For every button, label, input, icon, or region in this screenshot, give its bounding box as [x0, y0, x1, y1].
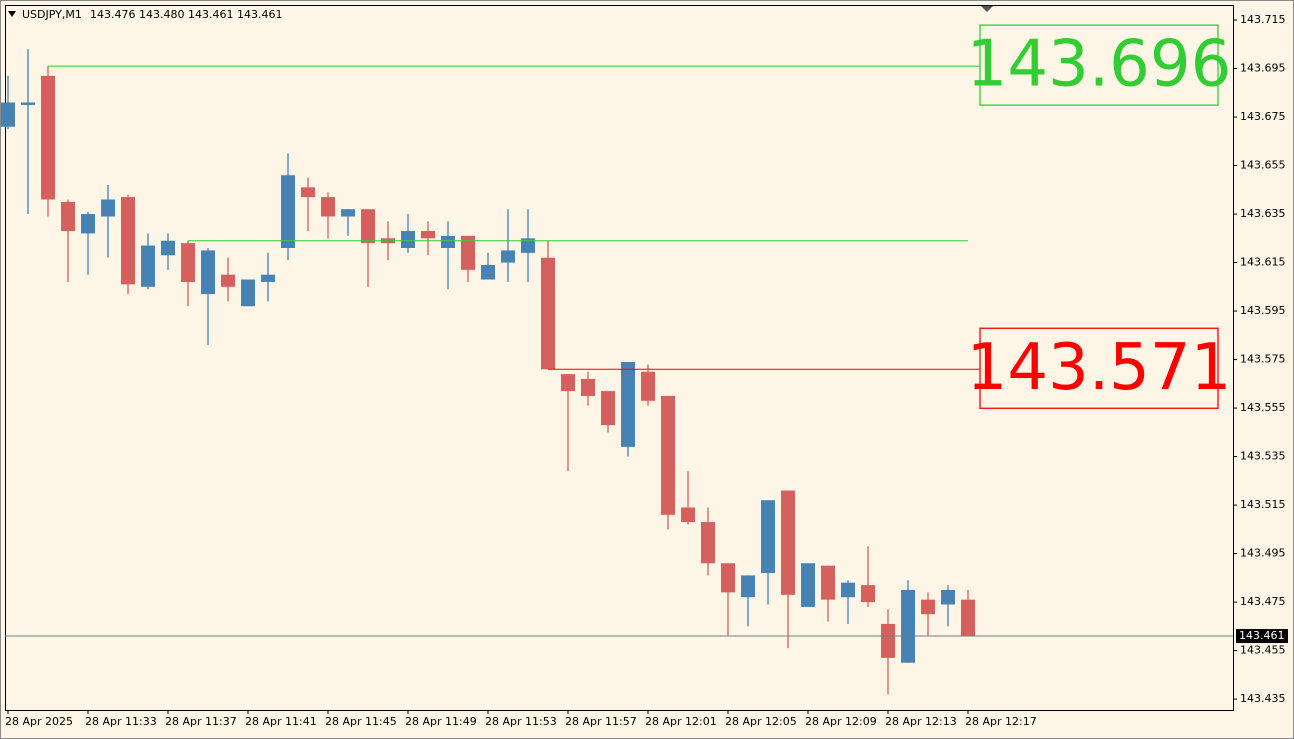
menu-arrow[interactable]	[8, 11, 16, 17]
candle-body	[461, 235, 475, 270]
candle-body	[221, 274, 235, 287]
candle-body	[761, 500, 775, 573]
x-tick-label: 28 Apr 12:09	[805, 715, 877, 728]
candle-body	[421, 231, 435, 239]
y-tick-label: 143.615	[1240, 256, 1286, 269]
y-tick-label: 143.475	[1240, 595, 1286, 608]
candle-body	[121, 197, 135, 285]
y-tick-label: 143.635	[1240, 207, 1286, 220]
candle-body	[81, 214, 95, 234]
candle-body	[441, 235, 455, 249]
candle-body	[341, 209, 355, 217]
candle-body	[141, 245, 155, 287]
candle-body	[901, 589, 915, 663]
y-tick-label: 143.675	[1240, 110, 1286, 123]
current-price-box	[1236, 629, 1288, 644]
x-tick-label: 28 Apr 2025	[5, 715, 73, 728]
candle-body	[1, 102, 15, 127]
x-tick-label: 28 Apr 11:53	[485, 715, 557, 728]
y-tick-label: 143.495	[1240, 547, 1286, 560]
candle-body	[881, 623, 895, 658]
y-tick-label: 143.575	[1240, 353, 1286, 366]
candle-body	[201, 250, 215, 295]
y-tick-label: 143.555	[1240, 401, 1286, 414]
candle-body	[601, 391, 615, 426]
candle-body	[101, 199, 115, 217]
y-tick-label: 143.515	[1240, 498, 1286, 511]
candle-body	[821, 565, 835, 600]
candle-body	[321, 197, 335, 217]
candle-body	[401, 231, 415, 249]
candle-body	[861, 585, 875, 603]
candle-body	[521, 238, 535, 253]
y-tick-label: 143.655	[1240, 159, 1286, 172]
candle-body	[541, 257, 555, 370]
candle-body	[961, 599, 975, 637]
level-box	[979, 327, 1219, 409]
candle-body	[701, 522, 715, 564]
symbol-title: USDJPY,M1	[22, 8, 82, 21]
x-tick-label: 28 Apr 11:41	[245, 715, 317, 728]
candle-body	[561, 374, 575, 392]
candle-body	[501, 250, 515, 263]
y-tick-label: 143.435	[1240, 692, 1286, 705]
x-tick-label: 28 Apr 12:17	[965, 715, 1037, 728]
candle-body	[621, 361, 635, 447]
candle-body	[161, 240, 175, 256]
header-ohlc: 143.476 143.480 143.461 143.461	[90, 8, 282, 21]
level-box	[979, 24, 1219, 106]
candle-body	[261, 274, 275, 282]
candle-body	[921, 599, 935, 615]
candle-body	[721, 563, 735, 593]
level-label: 143.696	[967, 28, 1232, 102]
shift-marker	[981, 6, 993, 12]
candle-body	[841, 582, 855, 598]
candle-body	[801, 563, 815, 607]
candle-body	[781, 490, 795, 595]
candle-body	[301, 187, 315, 198]
y-tick-label: 143.535	[1240, 450, 1286, 463]
candle-body	[361, 209, 375, 244]
x-tick-label: 28 Apr 11:49	[405, 715, 477, 728]
y-tick-label: 143.455	[1240, 644, 1286, 657]
candle-body	[481, 264, 495, 280]
candle-body	[21, 102, 35, 105]
candle-body	[41, 75, 55, 200]
x-tick-label: 28 Apr 11:33	[85, 715, 157, 728]
candle-body	[581, 378, 595, 396]
candle-body	[941, 589, 955, 605]
candle-body	[61, 201, 75, 232]
x-tick-label: 28 Apr 12:13	[885, 715, 957, 728]
current-price-label: 143.461	[1239, 629, 1285, 642]
x-tick-label: 28 Apr 12:01	[645, 715, 717, 728]
x-tick-label: 28 Apr 11:45	[325, 715, 397, 728]
y-tick-label: 143.595	[1240, 304, 1286, 317]
candle-body	[281, 175, 295, 249]
candle-body	[681, 507, 695, 523]
candle-body	[641, 371, 655, 401]
y-tick-label: 143.695	[1240, 62, 1286, 75]
x-tick-label: 28 Apr 11:37	[165, 715, 237, 728]
y-tick-label: 143.715	[1240, 13, 1286, 26]
x-tick-label: 28 Apr 12:05	[725, 715, 797, 728]
x-tick-label: 28 Apr 11:57	[565, 715, 637, 728]
candle-body	[241, 279, 255, 307]
candle-body	[741, 575, 755, 598]
level-label: 143.571	[967, 331, 1232, 405]
plot-border	[5, 5, 1234, 711]
candle-body	[181, 243, 195, 282]
candle-body	[661, 395, 675, 515]
